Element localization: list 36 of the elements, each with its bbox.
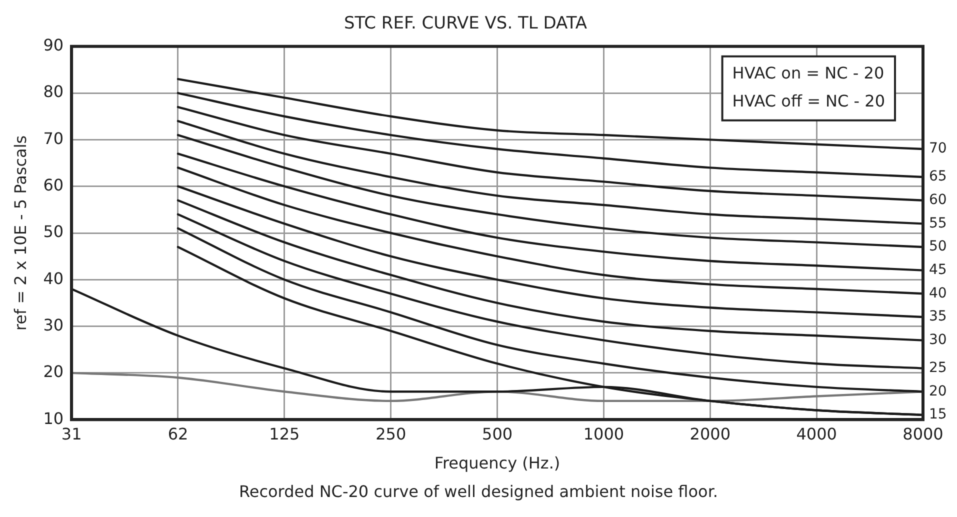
x-tick-label: 8000 — [902, 424, 944, 444]
series-label: 20 — [929, 383, 947, 400]
y-tick-label: 50 — [43, 222, 64, 242]
series-label: 55 — [929, 215, 947, 232]
y-axis-title: ref = 2 x 10E - 5 Pascals — [10, 135, 30, 331]
x-tick-label: 4000 — [796, 424, 837, 444]
x-tick-label: 62 — [168, 424, 188, 444]
x-tick-label: 2000 — [690, 424, 730, 444]
y-tick-label: 90 — [43, 36, 64, 55]
series-label: 50 — [929, 238, 947, 255]
x-tick-label: 500 — [482, 424, 513, 444]
y-tick-label: 30 — [43, 315, 64, 334]
x-tick-label: 125 — [269, 424, 300, 444]
y-tick-label: 70 — [43, 128, 64, 148]
series-label: 35 — [929, 308, 947, 325]
y-tick-label: 40 — [43, 268, 64, 288]
x-tick-label: 31 — [61, 424, 82, 444]
text: Recorded NC-20 curve of well designed ambient noise floor. — [238, 482, 720, 501]
series-label: 60 — [929, 192, 947, 208]
series-label: 25 — [929, 360, 947, 376]
series-label: 45 — [929, 262, 947, 278]
y-tick-label: 80 — [43, 82, 64, 102]
chart-title: STC REF. CURVE VS. TL DATA — [344, 14, 588, 34]
series-label: 70 — [929, 140, 947, 157]
series-label: 30 — [929, 332, 947, 348]
x-tick-label: 1000 — [583, 424, 624, 444]
y-tick-label: 60 — [43, 176, 64, 195]
annotation: HVAC on = NC - 20 — [732, 64, 884, 83]
series-label: 15 — [929, 406, 947, 423]
y-tick-label: 10 — [43, 408, 64, 428]
x-axis-title: Frequency (Hz.) — [434, 454, 560, 473]
y-tick-label: 20 — [43, 362, 64, 382]
annotation: HVAC off = NC - 20 — [732, 92, 886, 111]
x-tick-label: 250 — [376, 424, 406, 444]
series-label: 65 — [929, 168, 947, 185]
series-label: 40 — [929, 285, 947, 302]
